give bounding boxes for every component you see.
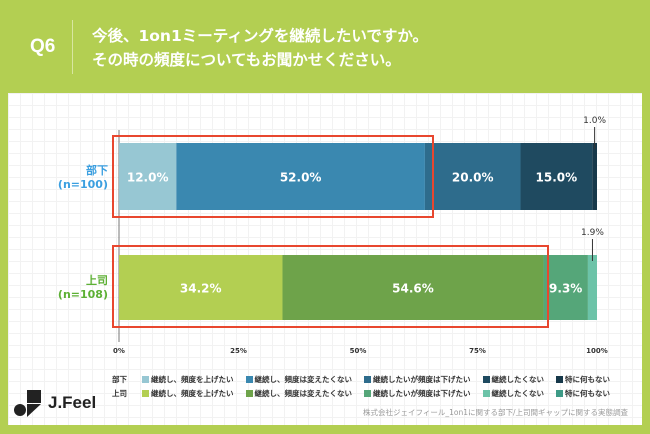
- bar-segment: [424, 143, 521, 210]
- data-label: 9.3%: [549, 282, 582, 296]
- legend-swatch: [556, 376, 563, 383]
- legend-label: 特に何もない: [565, 375, 610, 384]
- brand-name: J.Feel: [48, 393, 97, 412]
- header-divider: [72, 20, 73, 74]
- legend-label: 継続し、頻度は変えたくない: [254, 389, 353, 398]
- bar-segment: [119, 255, 283, 320]
- legend-swatch: [482, 390, 490, 397]
- x-tick-label: 50%: [350, 347, 367, 355]
- legend-row-manager: 上司 継続し、頻度を上げたい 継続し、頻度は変えたくない 継続したいが頻度は下げたい…: [112, 388, 622, 399]
- title-line-1: 今後、1on1ミーティングを継続したいですか。: [92, 27, 429, 45]
- data-label: 34.2%: [180, 282, 222, 296]
- legend-item: 継続し、頻度を上げたい: [142, 374, 234, 385]
- title-line-2: その時の頻度についてもお聞かせください。: [92, 51, 401, 69]
- source-note: 株式会社ジェイフィール_1on1に関する部下/上司間ギャップに関する実態調査: [362, 408, 628, 417]
- bar-segment: [520, 143, 593, 210]
- legend-item: 特に何もない: [556, 374, 610, 385]
- legend-item: 継続し、頻度を上げたい: [142, 388, 234, 399]
- legend-row-subordinate: 部下 継続し、頻度を上げたい 継続し、頻度は変えたくない 継続したいが頻度は下げたい…: [112, 374, 622, 385]
- legend-item: 継続したくない: [482, 388, 545, 399]
- data-label: 1.0%: [583, 116, 606, 126]
- legend-label: 継続し、頻度を上げたい: [151, 375, 234, 384]
- legend-swatch: [364, 376, 371, 383]
- bar-segment: [587, 255, 597, 320]
- legend-label: 特に何もない: [565, 389, 610, 398]
- x-tick-label: 25%: [230, 347, 247, 355]
- category-n: (n=108): [57, 288, 108, 301]
- legend-label: 継続し、頻度は変えたくない: [254, 375, 353, 384]
- bar-segment: [592, 143, 597, 210]
- category-label-manager: 上司 (n=108): [18, 274, 108, 302]
- legend-item: 継続したいが頻度は下げたい: [364, 374, 471, 385]
- bar-segment: [543, 255, 588, 320]
- question-title: 今後、1on1ミーティングを継続したいですか。 その時の頻度についてもお聞かせく…: [92, 24, 428, 72]
- data-label: 15.0%: [536, 171, 578, 185]
- highlight-box: [112, 135, 434, 218]
- legend-swatch: [482, 376, 490, 383]
- legend-row-label: 部下: [112, 375, 127, 384]
- jfeel-logo-icon: [14, 390, 41, 417]
- data-label: 12.0%: [127, 171, 169, 185]
- legend-swatch: [364, 390, 371, 397]
- question-number: Q6: [30, 36, 56, 57]
- data-label: 54.6%: [392, 282, 434, 296]
- data-label: 52.0%: [280, 171, 322, 185]
- legend-label: 継続し、頻度を上げたい: [151, 389, 234, 398]
- legend-label: 継続したいが頻度は下げたい: [373, 375, 471, 384]
- category-n: (n=100): [57, 178, 108, 191]
- legend-swatch: [556, 390, 563, 397]
- legend-swatch: [142, 376, 149, 383]
- legend-swatch: [142, 390, 149, 397]
- legend-label: 継続したいが頻度は下げたい: [373, 389, 471, 398]
- bar-segment: [176, 143, 425, 210]
- legend-row-label: 上司: [112, 389, 127, 398]
- x-tick-label: 75%: [469, 347, 486, 355]
- category-name: 上司: [86, 274, 108, 287]
- data-label: 1.9%: [581, 228, 604, 238]
- legend-label: 継続したくない: [491, 375, 545, 384]
- bar-segment: [119, 143, 177, 210]
- legend-item: 特に何もない: [556, 388, 610, 399]
- legend-item: 継続し、頻度は変えたくない: [245, 388, 353, 399]
- legend-item: 継続し、頻度は変えたくない: [245, 374, 353, 385]
- brand-logo: J.Feel: [14, 388, 96, 418]
- legend-item: 継続したいが頻度は下げたい: [364, 388, 471, 399]
- bar-segment: [282, 255, 544, 320]
- category-label-subordinate: 部下 (n=100): [18, 164, 108, 192]
- highlight-box: [112, 245, 549, 328]
- legend-swatch: [245, 390, 253, 397]
- data-label: 20.0%: [452, 171, 494, 185]
- x-tick-label: 100%: [586, 347, 608, 355]
- legend-item: 継続したくない: [482, 374, 545, 385]
- category-name: 部下: [86, 164, 108, 177]
- legend-label: 継続したくない: [491, 389, 545, 398]
- x-tick-label: 0%: [113, 347, 125, 355]
- legend-swatch: [245, 376, 253, 383]
